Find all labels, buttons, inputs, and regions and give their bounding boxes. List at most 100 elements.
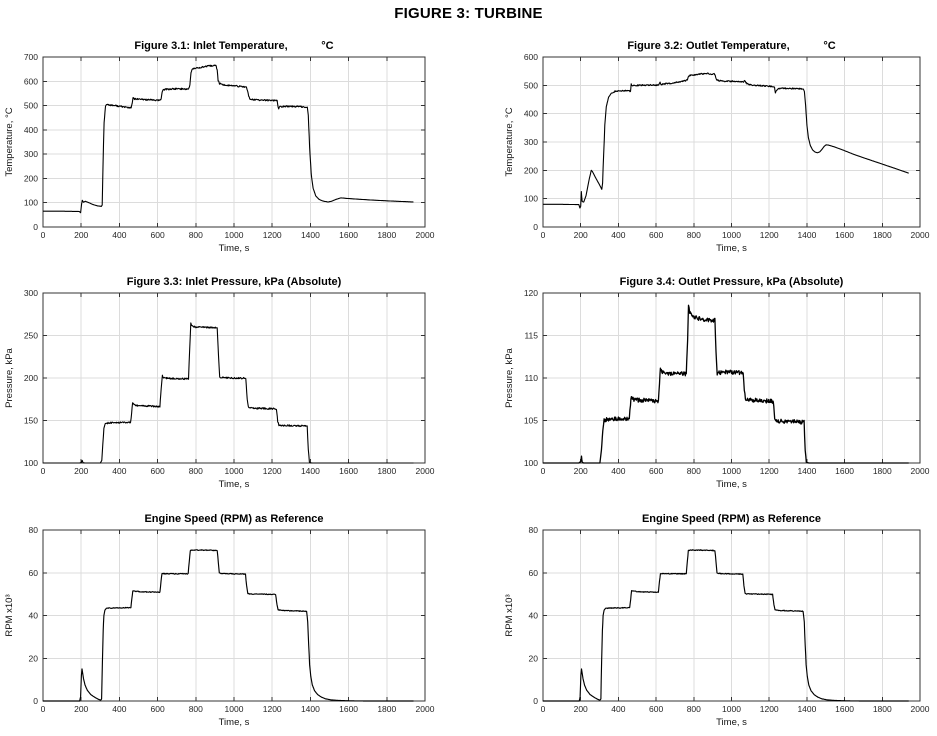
svg-text:400: 400	[524, 109, 538, 119]
x-axis-label: Time, s	[716, 717, 747, 728]
svg-text:500: 500	[24, 101, 38, 111]
chart-title: Figure 3.2: Outlet Temperature, °C	[627, 40, 835, 52]
engine-speed-trace	[42, 549, 414, 702]
svg-text:600: 600	[524, 52, 538, 62]
x-tick-labels: 0 200 400 600 800 1000 1200 1400 1600 1800 2000	[541, 230, 930, 240]
x-axis-label: Time, s	[219, 243, 250, 254]
svg-text:0: 0	[541, 466, 546, 476]
svg-text:1400: 1400	[797, 466, 816, 476]
svg-text:0: 0	[541, 230, 546, 240]
svg-text:1000: 1000	[225, 466, 244, 476]
svg-text:115: 115	[524, 331, 538, 341]
chart-canvas: 0 200 400 600 800 1000 1200 1400 1600 1800 2000 0 20…	[504, 513, 930, 728]
svg-text:1600: 1600	[339, 230, 358, 240]
y-axis-label: RPM x10³	[504, 594, 515, 636]
grid-lines	[43, 530, 425, 701]
svg-text:600: 600	[151, 704, 165, 714]
svg-text:1600: 1600	[339, 704, 358, 714]
svg-text:100: 100	[524, 194, 538, 204]
svg-text:600: 600	[151, 466, 165, 476]
svg-text:1400: 1400	[797, 704, 816, 714]
svg-text:2000: 2000	[911, 466, 930, 476]
svg-text:200: 200	[524, 165, 538, 175]
svg-text:1000: 1000	[722, 466, 741, 476]
svg-text:1200: 1200	[760, 230, 779, 240]
svg-text:105: 105	[524, 416, 538, 426]
chart-title: Figure 3.4: Outlet Pressure, kPa (Absolu…	[620, 276, 844, 288]
svg-text:1200: 1200	[263, 466, 282, 476]
svg-text:400: 400	[611, 704, 625, 714]
y-tick-labels: 0 100 200 300 400 500 600	[524, 52, 538, 232]
outlet-temperature-trace	[542, 72, 909, 209]
svg-text:1600: 1600	[835, 230, 854, 240]
subplot-engine-speed-right: 0 200 400 600 800 1000 1200 1400 1600 1800 2000 0 20…	[490, 504, 937, 736]
svg-text:800: 800	[189, 466, 203, 476]
tick-marks	[42, 292, 426, 464]
svg-text:200: 200	[574, 466, 588, 476]
svg-text:1800: 1800	[377, 230, 396, 240]
svg-text:60: 60	[29, 568, 39, 578]
svg-text:200: 200	[574, 230, 588, 240]
svg-text:400: 400	[611, 466, 625, 476]
svg-text:1400: 1400	[301, 704, 320, 714]
svg-text:2000: 2000	[911, 230, 930, 240]
y-axis-label: Temperature, °C	[4, 107, 15, 176]
svg-text:40: 40	[29, 611, 39, 621]
svg-text:500: 500	[524, 80, 538, 90]
subplot-outlet-pressure: 0 200 400 600 800 1000 1200 1400 1600 1800 2000 100…	[490, 268, 937, 502]
chart-title: Figure 3.3: Inlet Pressure, kPa (Absolut…	[127, 276, 342, 288]
svg-text:80: 80	[29, 525, 39, 535]
x-tick-labels: 0 200 400 600 800 1000 1200 1400 1600 1800 2000	[541, 704, 930, 714]
chart-canvas: 0 200 400 600 800 1000 1200 1400 1600 1800 2000 0 10…	[4, 40, 435, 254]
svg-text:800: 800	[687, 704, 701, 714]
y-tick-labels: 0 20 40 60 80	[529, 525, 539, 706]
y-axis-label: Pressure, kPa	[504, 347, 515, 407]
svg-text:600: 600	[649, 230, 663, 240]
svg-text:0: 0	[41, 466, 46, 476]
svg-text:0: 0	[533, 696, 538, 706]
svg-text:400: 400	[112, 704, 126, 714]
y-axis-label: Pressure, kPa	[4, 347, 15, 407]
svg-text:1000: 1000	[225, 230, 244, 240]
y-tick-labels: 0 20 40 60 80	[29, 525, 39, 706]
chart-title: Figure 3.1: Inlet Temperature, °C	[134, 40, 333, 52]
svg-text:100: 100	[24, 198, 38, 208]
svg-text:120: 120	[524, 288, 538, 298]
svg-text:200: 200	[74, 230, 88, 240]
tick-marks	[542, 56, 921, 228]
subplot-engine-speed-left: 0 200 400 600 800 1000 1200 1400 1600 1800 2000 0 20…	[0, 504, 470, 736]
svg-text:400: 400	[112, 230, 126, 240]
subplot-outlet-temperature: 0 200 400 600 800 1000 1200 1400 1600 1800 2000 0 10…	[490, 30, 937, 266]
grid-lines	[43, 293, 425, 463]
y-tick-labels: 100 150 200 250 300	[24, 288, 38, 468]
svg-text:80: 80	[529, 525, 539, 535]
svg-text:1200: 1200	[263, 704, 282, 714]
svg-text:2000: 2000	[416, 704, 435, 714]
svg-text:1800: 1800	[377, 466, 396, 476]
svg-text:600: 600	[24, 76, 38, 86]
svg-text:400: 400	[112, 466, 126, 476]
svg-text:2000: 2000	[416, 230, 435, 240]
svg-text:1000: 1000	[722, 230, 741, 240]
svg-text:100: 100	[24, 458, 38, 468]
svg-text:400: 400	[24, 125, 38, 135]
svg-text:300: 300	[24, 149, 38, 159]
x-tick-labels: 0 200 400 600 800 1000 1200 1400 1600 1800 2000	[41, 704, 435, 714]
grid-lines	[543, 57, 920, 227]
svg-text:1600: 1600	[835, 704, 854, 714]
x-axis-label: Time, s	[716, 243, 747, 254]
chart-canvas: 0 200 400 600 800 1000 1200 1400 1600 1800 2000 100…	[4, 276, 435, 490]
engine-speed-trace	[542, 549, 909, 702]
grid-lines	[543, 530, 920, 701]
inlet-temperature-trace	[42, 64, 414, 214]
x-tick-labels: 0 200 400 600 800 1000 1200 1400 1600 1800 2000	[541, 466, 930, 476]
svg-text:250: 250	[24, 331, 38, 341]
svg-text:800: 800	[189, 704, 203, 714]
svg-text:1600: 1600	[339, 466, 358, 476]
svg-text:0: 0	[533, 222, 538, 232]
svg-text:1600: 1600	[835, 466, 854, 476]
x-axis-label: Time, s	[219, 479, 250, 490]
svg-text:100: 100	[524, 458, 538, 468]
svg-text:200: 200	[74, 466, 88, 476]
